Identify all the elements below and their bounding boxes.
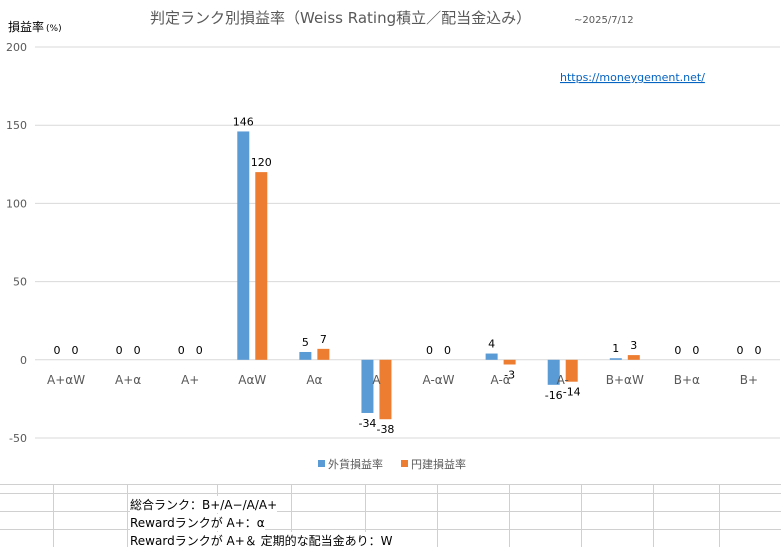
data-label: 1 [612,342,619,355]
data-label: 0 [444,344,451,357]
data-label: 0 [674,344,681,357]
y-tick-label: 200 [6,41,27,54]
bar-jpy [317,348,330,360]
bar-usd [609,358,622,360]
y-tick-label: 0 [20,354,27,367]
data-label: -34 [358,417,376,430]
data-label: -3 [504,368,515,381]
bar-usd [547,359,560,385]
data-label: 3 [630,339,637,352]
data-label: 0 [72,344,79,357]
bar-jpy [503,359,516,365]
sheet-col [365,484,366,547]
data-label: 0 [754,344,761,357]
sheet-row [0,493,781,512]
y-tick-label: 100 [6,197,27,210]
y-tick-label: 150 [6,119,27,132]
note-overall-rank: 総合ランク：B+/A−/A/A+ [130,496,278,513]
sheet-col [719,484,720,547]
data-label: 0 [178,344,185,357]
data-label: 0 [54,344,61,357]
y-axis-label: 損益率 [8,19,44,34]
legend-swatch [318,460,325,467]
y-tick-label: -50 [9,432,27,445]
category-label: B+α [674,373,700,387]
bar-usd [299,351,312,360]
chart-subtitle: ~2025/7/12 [574,15,634,26]
source-link[interactable]: https://moneygement.net/ [560,71,705,84]
note-w: Rewardランクが A+＆ 定期的な配当金あり：W [130,532,393,549]
data-label: 120 [251,156,272,169]
category-label: AαW [238,373,266,387]
bar-usd [485,353,498,360]
category-label: A-α [491,373,511,387]
data-label: 0 [196,344,203,357]
legend-label: 外貨損益率 [328,457,383,471]
x-axis-categories: A+αW A+α A+ AαW Aα A A-αW A-α A- B+αW B+α B+ [47,373,758,387]
data-label: 7 [320,333,327,346]
data-label: 5 [302,336,309,349]
bar-jpy [379,359,392,420]
category-label: A [372,373,381,387]
category-label: A-αW [423,373,455,387]
category-label: A- [557,373,569,387]
y-axis-ticks: -50 0 50 100 150 200 [6,41,27,445]
note-alpha: Rewardランクが A+：α [130,514,265,531]
sheet-row [0,529,781,548]
legend-label: 円建損益率 [411,457,466,471]
sheet-row [0,484,781,503]
bars [237,131,640,420]
bar-usd [361,359,374,413]
data-label: 0 [736,344,743,357]
category-label: A+α [115,373,141,387]
spreadsheet-area: 総合ランク：B+/A−/A/A+ Rewardランクが A+：α Rewardラ… [0,484,781,549]
category-label: B+ [740,373,758,387]
legend: 外貨損益率 円建損益率 [318,457,466,471]
bar-usd [237,131,250,360]
data-label: 0 [134,344,141,357]
category-label: B+αW [606,373,644,387]
sheet-col [291,484,292,547]
sheet-col [509,484,510,547]
bar-jpy [255,172,268,360]
chart-title: 判定ランク別損益率（Weiss Rating積立／配当金込み） [150,9,531,27]
sheet-col [437,484,438,547]
data-label: 0 [692,344,699,357]
bar-jpy [627,355,640,360]
chart: 判定ランク別損益率（Weiss Rating積立／配当金込み） ~2025/7/… [6,9,780,471]
data-label: -38 [376,423,394,436]
data-label: -16 [545,389,563,402]
bar-jpy [565,359,578,382]
sheet-col [653,484,654,547]
sheet-col [581,484,582,547]
data-label: 0 [426,344,433,357]
data-label: -14 [563,386,581,399]
legend-swatch [401,460,408,467]
data-label: 4 [488,338,495,351]
category-label: A+αW [47,373,85,387]
sheet-col [127,484,128,547]
sheet-col [53,484,54,547]
data-label: 146 [233,115,254,128]
gridlines [35,46,780,439]
y-axis-unit: (%) [46,24,62,34]
category-label: A+ [181,373,199,387]
category-label: Aα [306,373,322,387]
y-tick-label: 50 [13,276,27,289]
data-label: 0 [116,344,123,357]
sheet-row [0,511,781,530]
